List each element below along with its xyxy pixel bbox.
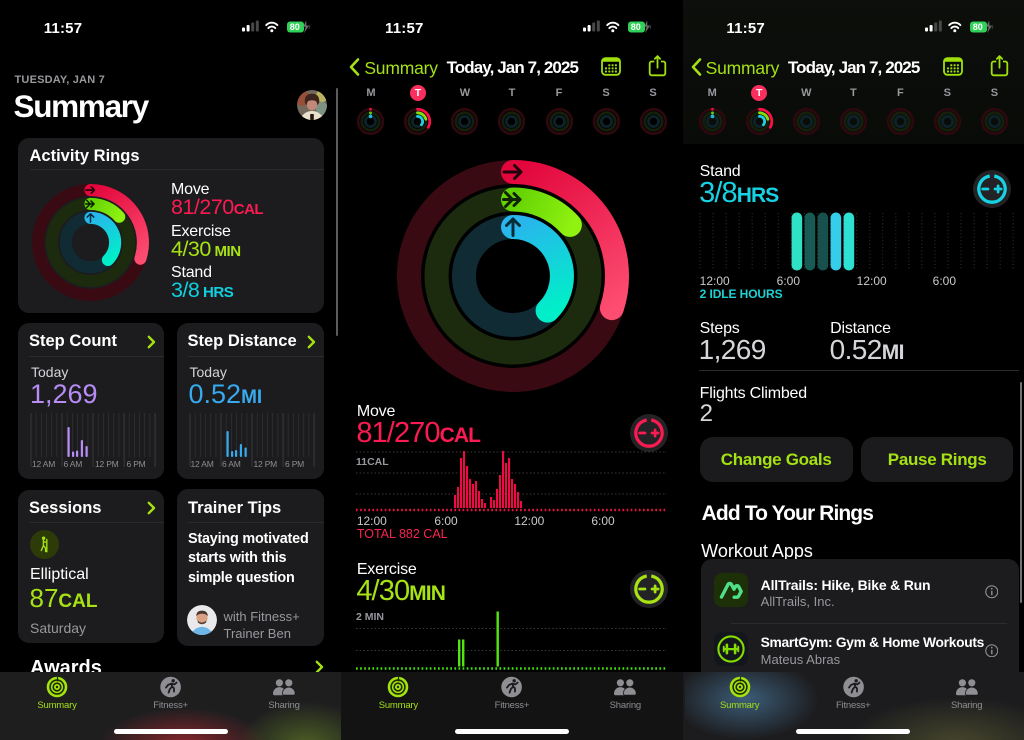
svg-text:2 MIN: 2 MIN bbox=[356, 612, 384, 623]
svg-text:80: 80 bbox=[290, 22, 300, 32]
svg-text:80: 80 bbox=[631, 22, 641, 32]
svg-text:80: 80 bbox=[972, 22, 982, 32]
svg-text:11CAL: 11CAL bbox=[356, 457, 389, 468]
